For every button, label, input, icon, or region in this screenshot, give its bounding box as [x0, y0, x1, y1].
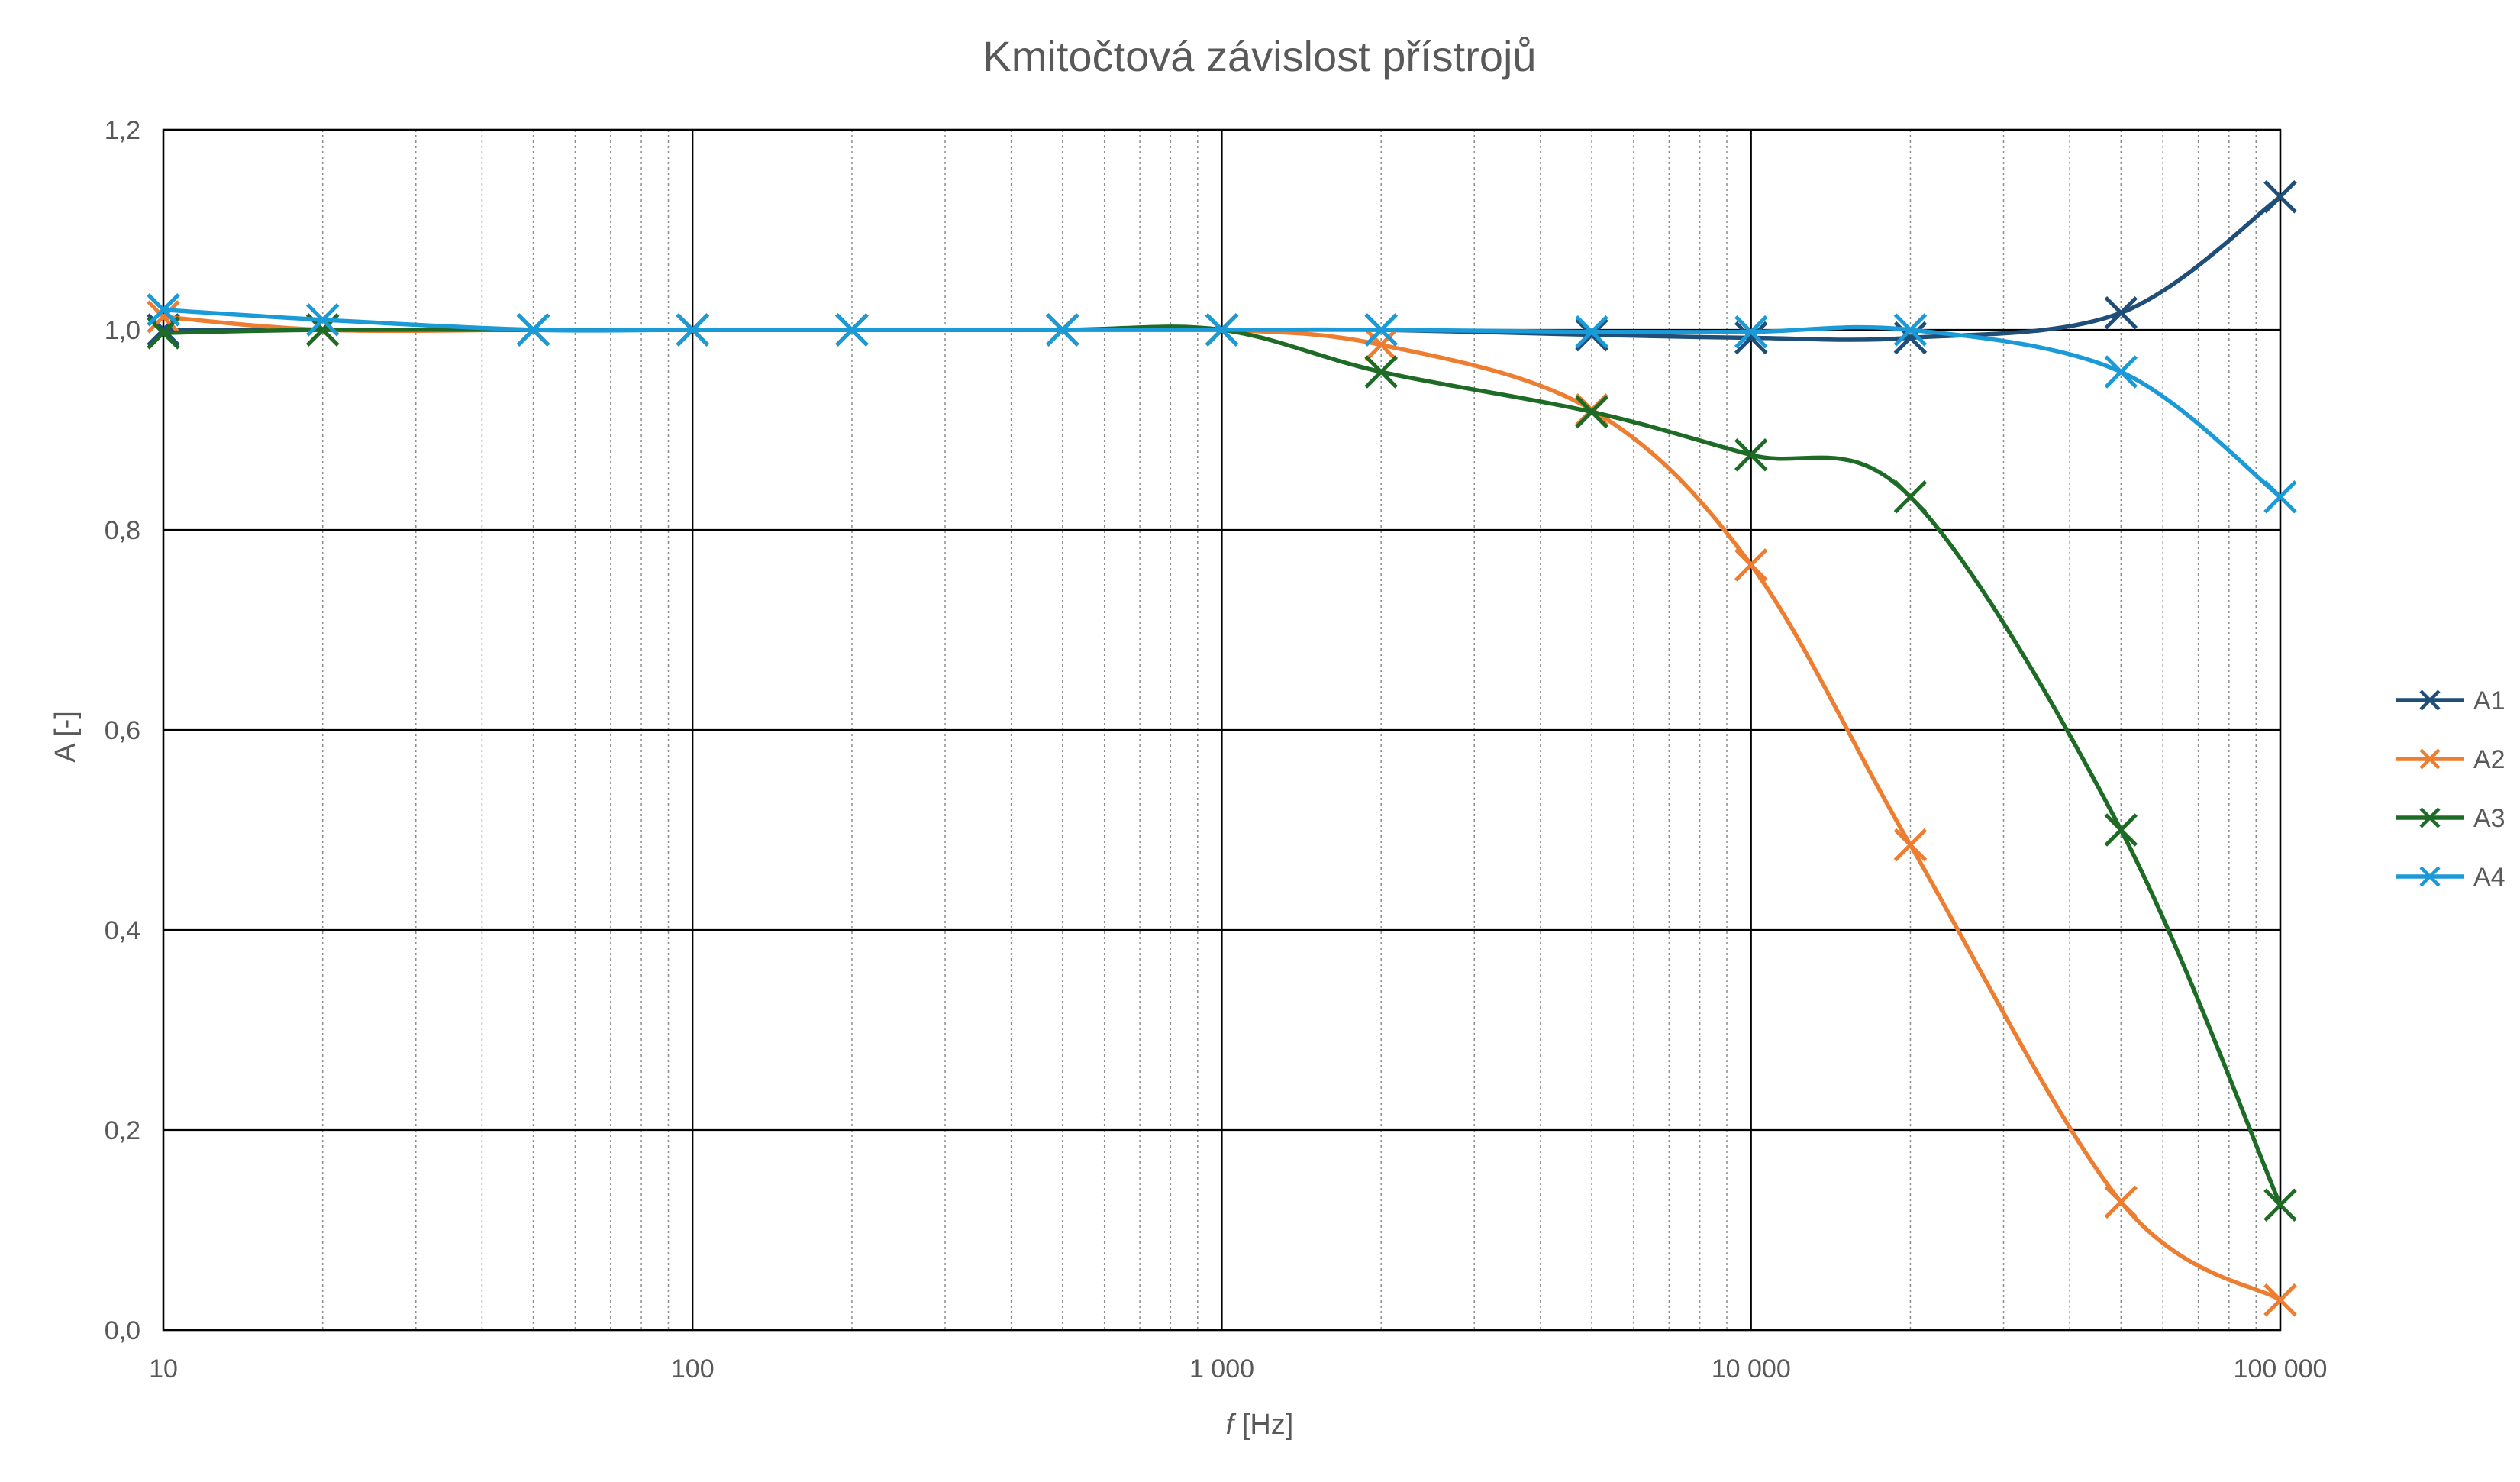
marker-stroke [1734, 321, 1768, 355]
legend-label-a2: A2 [2473, 745, 2505, 774]
marker-stroke [1364, 313, 1398, 347]
marker-stroke [835, 313, 869, 347]
marker-stroke [1575, 315, 1608, 349]
legend-item-a1: A1 [2396, 686, 2505, 715]
data-point-a2 [1364, 328, 1398, 362]
y-axis-title: A [-] [50, 711, 82, 763]
marker-stroke [1893, 313, 1928, 347]
marker-stroke [1046, 313, 1079, 347]
y-tick-label: 1,2 [105, 116, 140, 145]
series [147, 180, 2297, 1317]
marker-stroke [2104, 355, 2138, 389]
marker-stroke [1734, 315, 1768, 349]
data-point-a4 [2104, 355, 2138, 389]
legend-marker-stroke [2419, 689, 2441, 711]
data-point-a3 [2263, 1188, 2297, 1222]
marker-stroke [2104, 1185, 2138, 1219]
data-point-a4 [147, 293, 180, 327]
marker-stroke [147, 293, 180, 327]
data-point-a3 [1893, 480, 1928, 514]
data-point-a1 [1575, 318, 1608, 352]
y-tick-label: 0,2 [105, 1116, 140, 1145]
x-tick-label: 10 000 [1712, 1354, 1791, 1384]
data-point-a1 [2104, 295, 2138, 330]
marker-stroke [1575, 318, 1608, 352]
chart-title: Kmitočtová závislost přístrojů [983, 32, 1536, 80]
data-point-a4 [1205, 313, 1239, 347]
marker-stroke [305, 303, 340, 337]
data-point-a4 [835, 313, 869, 347]
legend-marker-stroke [2419, 866, 2441, 887]
legend-label-a3: A3 [2473, 804, 2505, 833]
x-axis-title-unit: [Hz] [1234, 1409, 1293, 1441]
data-point-a2 [147, 300, 180, 334]
marker-stroke [1893, 321, 1928, 355]
data-point-a4 [1046, 313, 1079, 347]
data-point-a4 [2263, 480, 2297, 514]
marker-stroke [2104, 813, 2138, 847]
marker-stroke [2263, 1283, 2297, 1317]
x-tick-label: 100 [671, 1354, 715, 1384]
marker-stroke [1205, 313, 1239, 347]
y-tick-label: 0,0 [105, 1316, 140, 1345]
legend-item-a3: A3 [2396, 804, 2505, 833]
tick-labels: 10 100 1 000 10 000 100 000 0,0 0,2 0,4 0,6 0,8 1,… [105, 116, 2328, 1384]
x-tick-label: 10 [149, 1354, 178, 1384]
legend-label-a1: A1 [2473, 686, 2505, 715]
marker-stroke [1893, 480, 1928, 514]
x-tick-label: 100 000 [2234, 1354, 2328, 1384]
data-point-a3 [2104, 813, 2138, 847]
data-point-a2 [1734, 548, 1768, 582]
x-axis-title: f [Hz] [1226, 1409, 1294, 1441]
data-point-a2 [1893, 828, 1928, 862]
y-tick-label: 0,8 [105, 516, 140, 545]
series-a4 [147, 293, 2297, 514]
legend-label-a4: A4 [2473, 863, 2505, 892]
marker-stroke [1364, 355, 1398, 389]
marker-stroke [1575, 395, 1608, 429]
data-point-a4 [516, 313, 550, 347]
data-point-a2 [2104, 1185, 2138, 1219]
data-point-a4 [1734, 315, 1768, 349]
data-point-a4 [1364, 313, 1398, 347]
marker-stroke [2263, 180, 2297, 214]
marker-stroke [147, 300, 180, 334]
marker-stroke [2263, 480, 2297, 514]
marker-stroke [1734, 548, 1768, 582]
marker-stroke [1893, 828, 1928, 862]
legend: A1 A2 A3 A4 [2396, 686, 2505, 892]
marker-stroke [2263, 1188, 2297, 1222]
data-point-a4 [676, 313, 710, 347]
data-point-a2 [2263, 1283, 2297, 1317]
legend-marker-stroke [2419, 748, 2441, 770]
data-point-a3 [1575, 395, 1608, 429]
marker-stroke [2104, 295, 2138, 330]
data-point-a3 [1364, 355, 1398, 389]
data-point-a1 [1734, 321, 1768, 355]
x-axis-title-symbol: f [1226, 1409, 1237, 1441]
data-point-a4 [1893, 313, 1928, 347]
marker-stroke [1734, 437, 1768, 472]
data-point-a4 [305, 303, 340, 337]
marker-stroke [516, 313, 550, 347]
marker-stroke [1364, 328, 1398, 362]
y-tick-label: 0,4 [105, 916, 140, 945]
data-point-a4 [1575, 315, 1608, 349]
y-tick-label: 0,6 [105, 716, 140, 745]
data-point-a3 [1734, 437, 1768, 472]
legend-marker-stroke [2419, 807, 2441, 828]
legend-item-a4: A4 [2396, 863, 2505, 892]
data-point-a1 [2263, 180, 2297, 214]
y-tick-label: 1,0 [105, 316, 140, 345]
legend-item-a2: A2 [2396, 745, 2505, 774]
plot-area-border [162, 128, 2282, 1332]
x-tick-label: 1 000 [1189, 1354, 1254, 1384]
marker-stroke [676, 313, 710, 347]
